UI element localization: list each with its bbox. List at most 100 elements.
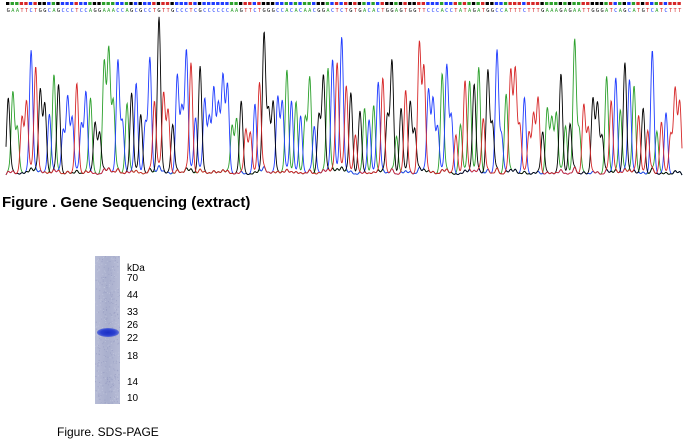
gel-grain [117,323,119,325]
base-call-marker [243,2,247,5]
gel-grain [103,377,105,379]
gel-grain [112,283,113,285]
gel-grain [110,336,112,338]
gel-grain [114,337,116,339]
base-letter: A [235,8,239,14]
base-letter: T [381,8,385,14]
gel-grain [95,279,97,281]
gel-grain [103,356,105,358]
base-letter: T [75,8,79,14]
gel-grain [109,323,111,324]
base-call-marker [156,2,161,5]
gel-grain [100,299,102,301]
base-call-marker [344,2,348,5]
base-call-marker [257,2,261,5]
base-letter: T [637,8,641,14]
base-call-marker [330,2,334,5]
base-letter: T [25,8,29,14]
gel-grain [98,367,100,369]
base-letter: A [16,8,20,14]
base-call-marker [398,2,403,5]
base-letter: G [262,8,265,14]
base-call-marker [554,2,558,5]
gel-texture [95,256,120,404]
base-letter: G [317,8,320,14]
gel-grain [105,393,107,395]
base-call-marker [24,2,28,5]
gel-grain [111,382,113,384]
gel-grain [102,276,104,278]
gel-grain [99,286,101,288]
gel-grain [110,352,111,354]
base-call-marker [197,2,202,5]
base-call-marker [458,2,462,5]
gel-grain [118,352,120,354]
gel-grain [103,346,104,348]
base-letter: T [418,8,422,14]
base-call-marker [581,2,585,5]
base-letter: G [473,8,476,14]
gel-grain [98,353,100,355]
gel-grain [95,334,96,336]
gel-grain [109,284,111,286]
base-call-marker [430,2,435,5]
marker-label: 10 [127,393,139,404]
gel-grain [101,403,102,404]
gel-grain [115,322,117,323]
base-call-marker [179,2,183,5]
base-call-marker [111,2,115,5]
base-call-marker [417,2,421,5]
gel-grain [105,361,107,363]
gel-grain [104,291,106,293]
gel-grain [105,350,107,352]
gel-grain [102,308,104,310]
gel-grain [97,386,99,388]
base-letter: C [203,8,206,14]
base-call-marker [252,2,257,5]
gel-grain [101,263,103,265]
gel-grain [114,290,116,292]
gel-grain [109,302,111,304]
gel-grain [115,308,117,310]
base-letter: C [523,8,526,14]
gel-grain [106,260,108,262]
gel-grain [105,301,106,302]
base-call-marker [37,2,42,5]
base-call-marker [672,2,677,5]
base-letter: A [477,8,481,14]
gel-grain [106,350,108,352]
base-call-marker [302,2,307,5]
gel-grain [113,385,114,386]
base-call-marker [618,2,622,5]
gel-grain [101,261,103,263]
base-call-marker [79,2,83,5]
base-call-marker [92,2,97,5]
gel-grain [98,311,100,313]
gel-grain [101,389,103,391]
gel-grain [101,362,102,364]
base-letter: C [495,8,498,14]
base-call-marker [654,2,658,5]
gel-grain [117,396,118,398]
gel-grain [97,363,99,365]
base-call-marker [129,2,133,5]
gel-grain [119,295,120,297]
gel-grain [98,393,100,395]
base-letter: C [84,8,87,14]
gel-grain [99,363,100,365]
gel-grain [110,269,112,271]
gel-grain [95,301,97,303]
gel-grain [113,397,115,399]
gel-grain [99,382,101,383]
gel-grain [114,400,116,402]
gel-grain [115,378,116,380]
gel-grain [96,345,98,347]
gel-grain [110,387,112,388]
gel-grain [116,309,117,311]
base-letter: T [20,8,24,14]
base-letter: A [308,8,312,14]
base-call-marker [659,2,663,5]
gel-grain [118,295,120,297]
gel-grain [110,397,111,399]
gel-grain [116,398,117,400]
